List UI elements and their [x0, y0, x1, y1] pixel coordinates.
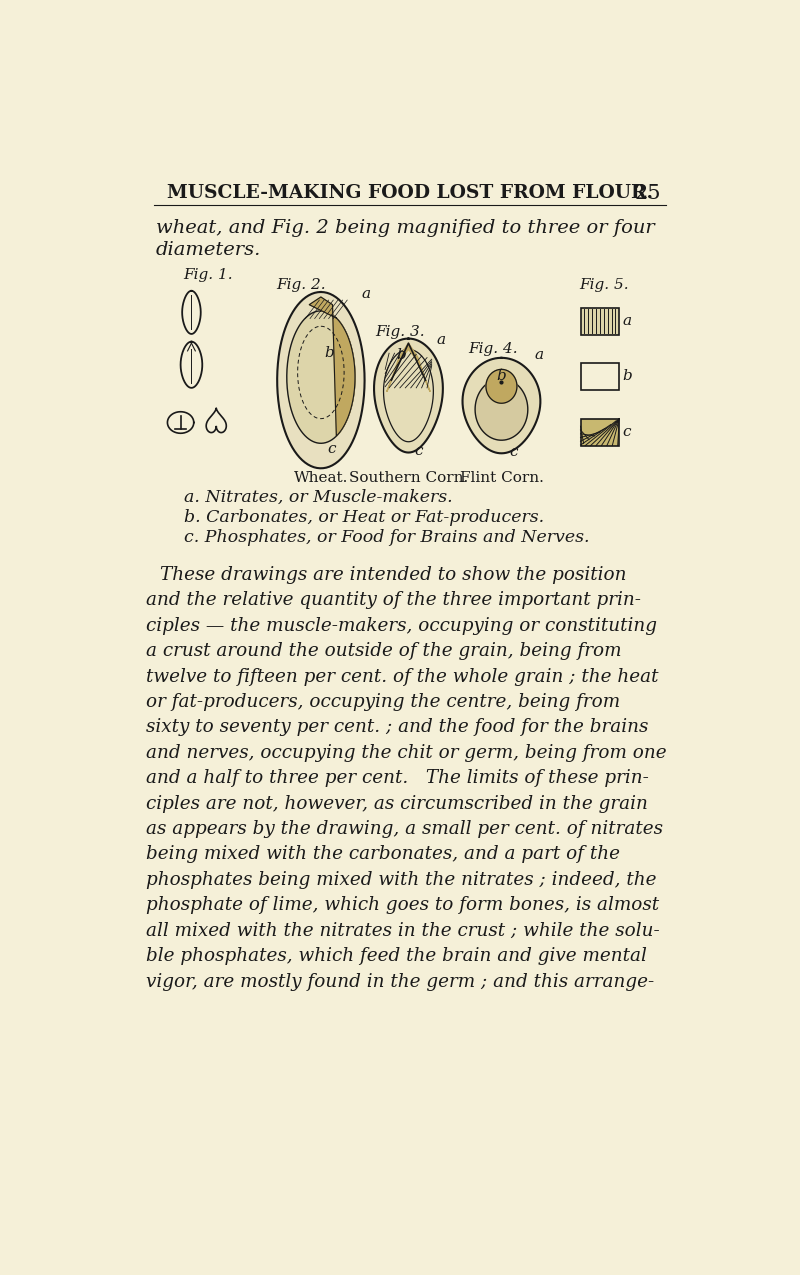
Text: Fig. 3.: Fig. 3.: [375, 325, 425, 339]
Polygon shape: [475, 379, 528, 440]
Text: Flint Corn.: Flint Corn.: [459, 470, 543, 484]
Text: vigor, are mostly found in the germ ; and this arrange-: vigor, are mostly found in the germ ; an…: [146, 973, 654, 991]
Polygon shape: [310, 297, 355, 436]
Text: all mixed with the nitrates in the crust ; while the solu-: all mixed with the nitrates in the crust…: [146, 922, 660, 940]
Text: ciples — the muscle-makers, occupying or constituting: ciples — the muscle-makers, occupying or…: [146, 617, 658, 635]
Text: phosphate of lime, which goes to form bones, is almost: phosphate of lime, which goes to form bo…: [146, 896, 660, 914]
Text: MUSCLE-MAKING FOOD LOST FROM FLOUR.: MUSCLE-MAKING FOOD LOST FROM FLOUR.: [167, 184, 653, 201]
Bar: [581, 363, 619, 390]
Polygon shape: [486, 370, 517, 403]
Text: Southern Corn.: Southern Corn.: [349, 470, 468, 484]
Polygon shape: [386, 343, 430, 391]
Text: diameters.: diameters.: [156, 241, 261, 259]
Text: a: a: [534, 348, 544, 362]
Text: a crust around the outside of the grain, being from: a crust around the outside of the grain,…: [146, 643, 622, 660]
Text: and the relative quantity of the three important prin-: and the relative quantity of the three i…: [146, 592, 642, 609]
Text: a. Nitrates, or Muscle-makers.: a. Nitrates, or Muscle-makers.: [184, 488, 452, 506]
Text: b. Carbonates, or Heat or Fat-producers.: b. Carbonates, or Heat or Fat-producers.: [184, 510, 544, 527]
Text: b: b: [497, 370, 506, 384]
Text: being mixed with the carbonates, and a part of the: being mixed with the carbonates, and a p…: [146, 845, 621, 863]
Text: ciples are not, however, as circumscribed in the grain: ciples are not, however, as circumscribe…: [146, 794, 648, 812]
Text: and nerves, occupying the chit or germ, being from one: and nerves, occupying the chit or germ, …: [146, 743, 667, 762]
Bar: [581, 307, 619, 335]
Text: and a half to three per cent.   The limits of these prin-: and a half to three per cent. The limits…: [146, 769, 650, 787]
Text: 25: 25: [634, 184, 662, 203]
Text: ble phosphates, which feed the brain and give mental: ble phosphates, which feed the brain and…: [146, 947, 647, 965]
Polygon shape: [462, 358, 540, 454]
Text: a: a: [622, 314, 631, 328]
Text: Fig. 5.: Fig. 5.: [579, 278, 629, 292]
Polygon shape: [286, 311, 355, 444]
Text: Fig. 4.: Fig. 4.: [468, 343, 518, 356]
Text: a: a: [361, 287, 370, 301]
Text: c: c: [414, 444, 423, 458]
Text: Fig. 1.: Fig. 1.: [184, 268, 234, 282]
Text: or fat-producers, occupying the centre, being from: or fat-producers, occupying the centre, …: [146, 694, 621, 711]
Text: sixty to seventy per cent. ; and the food for the brains: sixty to seventy per cent. ; and the foo…: [146, 718, 649, 737]
Polygon shape: [374, 339, 443, 453]
Text: a: a: [436, 333, 446, 347]
Text: c: c: [622, 425, 631, 439]
Text: b: b: [325, 346, 334, 360]
Text: as appears by the drawing, a small per cent. of nitrates: as appears by the drawing, a small per c…: [146, 820, 663, 838]
Text: c: c: [327, 442, 335, 456]
Polygon shape: [277, 292, 365, 468]
Text: b: b: [622, 370, 632, 384]
Text: Wheat.: Wheat.: [294, 470, 348, 484]
Text: c. Phosphates, or Food for Brains and Nerves.: c. Phosphates, or Food for Brains and Ne…: [184, 529, 589, 547]
Bar: [581, 418, 619, 445]
Text: phosphates being mixed with the nitrates ; indeed, the: phosphates being mixed with the nitrates…: [146, 871, 657, 889]
Text: b: b: [396, 348, 406, 362]
Text: These drawings are intended to show the position: These drawings are intended to show the …: [161, 566, 627, 584]
Text: wheat, and Fig. 2 being magnified to three or four: wheat, and Fig. 2 being magnified to thr…: [156, 219, 654, 237]
Text: Fig. 2.: Fig. 2.: [277, 278, 326, 292]
Text: twelve to fifteen per cent. of the whole grain ; the heat: twelve to fifteen per cent. of the whole…: [146, 668, 659, 686]
Text: c: c: [509, 445, 518, 459]
